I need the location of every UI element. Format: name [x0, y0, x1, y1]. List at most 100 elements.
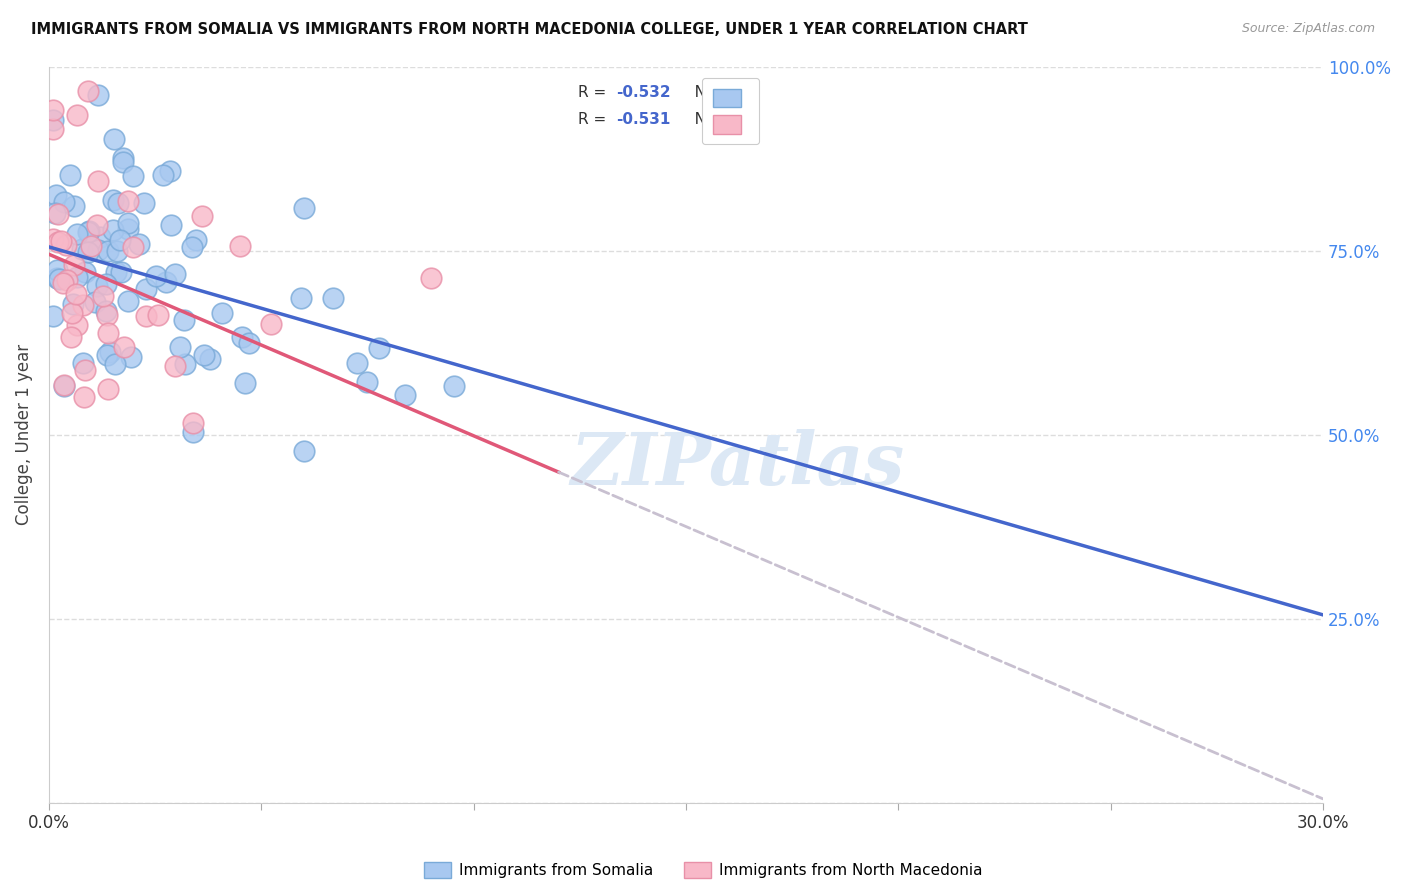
Point: [59, 169, 82, 183]
Point: [52, 379, 75, 393]
Point: [292, 201, 315, 215]
Text: IMMIGRANTS FROM SOMALIA VS IMMIGRANTS FROM NORTH MACEDONIA COLLEGE, UNDER 1 YEAR: IMMIGRANTS FROM SOMALIA VS IMMIGRANTS FR…: [31, 22, 1028, 37]
Point: [107, 195, 129, 210]
Point: [148, 308, 170, 322]
Point: [420, 271, 443, 285]
Point: [42, 309, 65, 323]
Point: [59, 330, 82, 344]
Point: [42, 121, 65, 136]
Point: [97, 326, 120, 341]
Point: [155, 275, 177, 289]
Point: [66, 270, 89, 285]
Point: [73, 264, 96, 278]
Point: [93, 289, 115, 303]
Point: [72, 356, 94, 370]
Point: [152, 168, 174, 182]
Point: [104, 265, 127, 279]
Point: [117, 294, 139, 309]
Point: [77, 244, 100, 259]
Point: [89, 230, 111, 244]
Legend: , : ,: [703, 78, 759, 145]
Point: [165, 267, 187, 281]
Point: [87, 173, 110, 187]
Point: [66, 108, 89, 122]
Point: [42, 112, 65, 127]
Text: R =: R =: [578, 112, 610, 127]
Point: [181, 425, 204, 439]
Point: [111, 155, 134, 169]
Point: [238, 336, 260, 351]
Point: [122, 169, 145, 183]
Point: [72, 298, 94, 312]
Point: [96, 308, 118, 322]
Point: [134, 196, 156, 211]
Point: [322, 292, 344, 306]
Point: [94, 277, 117, 292]
Point: [368, 341, 391, 355]
Point: [231, 330, 253, 344]
Point: [233, 376, 256, 390]
Point: [79, 239, 101, 253]
Point: [169, 340, 191, 354]
Point: [135, 309, 157, 323]
Point: [45, 188, 67, 202]
Point: [443, 379, 465, 393]
Point: [117, 194, 139, 208]
Point: [181, 240, 204, 254]
Text: -0.531: -0.531: [616, 112, 671, 127]
Y-axis label: College, Under 1 year: College, Under 1 year: [15, 344, 32, 525]
Point: [87, 243, 110, 257]
Point: [66, 318, 89, 332]
Point: [45, 263, 67, 277]
Point: [56, 273, 79, 287]
Point: [112, 340, 135, 354]
Point: [46, 207, 69, 221]
Point: [163, 359, 186, 373]
Point: [84, 295, 107, 310]
Text: 38: 38: [728, 112, 749, 127]
Point: [46, 235, 69, 249]
Point: [211, 305, 233, 319]
Point: [62, 306, 84, 320]
Point: [62, 258, 84, 272]
Point: [53, 378, 76, 392]
Point: [292, 444, 315, 458]
Point: [72, 390, 94, 404]
Point: [55, 238, 77, 252]
Point: [135, 283, 157, 297]
Point: [110, 265, 132, 279]
Point: [97, 382, 120, 396]
Text: ZIPatlas: ZIPatlas: [569, 428, 904, 500]
Point: [103, 132, 125, 146]
Point: [77, 224, 100, 238]
Point: [101, 222, 124, 236]
Point: [48, 271, 70, 285]
Point: [96, 347, 118, 361]
Point: [63, 199, 86, 213]
Point: [42, 232, 65, 246]
Point: [73, 363, 96, 377]
Point: [97, 244, 120, 258]
Text: N =: N =: [679, 112, 728, 127]
Point: [260, 317, 283, 331]
Point: [160, 218, 183, 232]
Point: [346, 355, 368, 369]
Point: [111, 151, 134, 165]
Point: [46, 270, 69, 285]
Point: [394, 388, 416, 402]
Point: [117, 222, 139, 236]
Point: [105, 244, 128, 258]
Point: [183, 416, 205, 430]
Point: [52, 276, 75, 290]
Point: [229, 239, 252, 253]
Point: [65, 287, 87, 301]
Point: [174, 357, 197, 371]
Point: [159, 164, 181, 178]
Point: [108, 233, 131, 247]
Point: [62, 296, 84, 310]
Point: [42, 103, 65, 118]
Point: [193, 348, 215, 362]
Point: [98, 345, 121, 359]
Point: [186, 233, 208, 247]
Point: [77, 84, 100, 98]
